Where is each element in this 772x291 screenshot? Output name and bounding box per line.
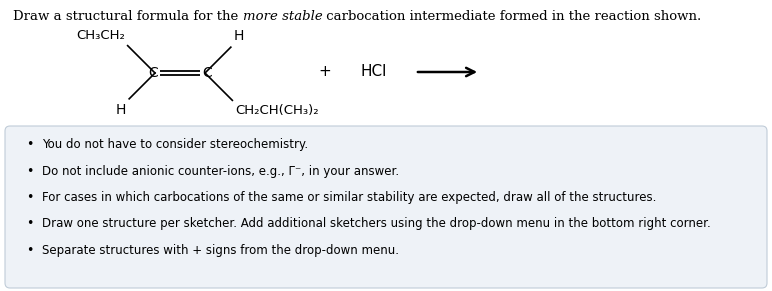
Text: •: •: [26, 138, 33, 151]
Text: H: H: [116, 103, 126, 117]
Text: Draw one structure per sketcher. Add additional sketchers using the drop-down me: Draw one structure per sketcher. Add add…: [42, 217, 711, 230]
Text: •: •: [26, 164, 33, 178]
Text: •: •: [26, 217, 33, 230]
Text: •: •: [26, 191, 33, 204]
FancyBboxPatch shape: [5, 126, 767, 288]
Text: +: +: [319, 65, 331, 79]
Text: H: H: [234, 29, 244, 43]
Text: •: •: [26, 244, 33, 257]
Text: more stable: more stable: [242, 10, 322, 22]
Text: CH₂CH(CH₃)₂: CH₂CH(CH₃)₂: [235, 104, 319, 117]
Text: You do not have to consider stereochemistry.: You do not have to consider stereochemis…: [42, 138, 308, 151]
Text: carbocation intermediate formed in the reaction shown.: carbocation intermediate formed in the r…: [322, 10, 702, 22]
Text: Separate structures with + signs from the drop-down menu.: Separate structures with + signs from th…: [42, 244, 399, 257]
Text: C: C: [202, 66, 212, 80]
Text: For cases in which carbocations of the same or similar stability are expected, d: For cases in which carbocations of the s…: [42, 191, 656, 204]
Text: HCl: HCl: [360, 65, 386, 79]
Text: Draw a structural formula for the: Draw a structural formula for the: [13, 10, 242, 22]
Text: CH₃CH₂: CH₃CH₂: [76, 29, 124, 42]
Text: Do not include anionic counter-ions, e.g., Γ⁻, in your answer.: Do not include anionic counter-ions, e.g…: [42, 164, 399, 178]
Text: C: C: [147, 66, 157, 80]
